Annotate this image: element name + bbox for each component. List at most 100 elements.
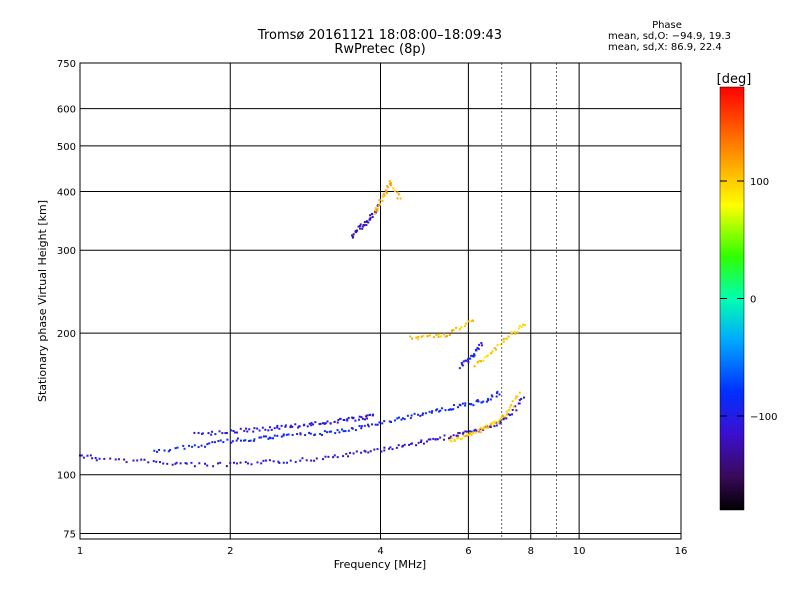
y-tick-label: 500: [57, 142, 76, 153]
echo-point: [383, 194, 386, 197]
x-tick-labels: 1 2 4 6 8 10 16: [77, 546, 688, 557]
echo-point: [252, 430, 255, 433]
echo-point: [395, 446, 398, 449]
echo-point: [376, 448, 379, 451]
echo-point: [415, 444, 418, 447]
echo-point: [308, 431, 311, 434]
echo-point: [235, 439, 238, 442]
echo-point: [352, 233, 355, 236]
y-tick-label: 75: [63, 529, 76, 540]
echo-point: [520, 397, 523, 400]
echo-point: [401, 417, 404, 420]
echo-point: [239, 427, 242, 430]
echo-point: [103, 457, 106, 460]
echo-point: [419, 441, 422, 444]
echo-point: [89, 454, 92, 457]
echo-point: [460, 362, 463, 365]
echo-point: [518, 399, 521, 402]
echo-point: [498, 393, 501, 396]
echo-point: [175, 461, 178, 464]
echo-point: [284, 425, 287, 428]
echo-point: [206, 464, 209, 467]
echo-point: [213, 441, 216, 444]
echo-point: [511, 408, 514, 411]
echo-point: [461, 432, 464, 435]
echo-point: [475, 400, 478, 403]
echo-point: [217, 440, 220, 443]
echo-point: [397, 416, 400, 419]
echo-point: [352, 235, 355, 238]
echo-point: [232, 429, 235, 432]
echo-point: [248, 428, 251, 431]
echo-point: [322, 458, 325, 461]
echo-point: [310, 421, 313, 424]
echo-point: [330, 430, 333, 433]
echo-point: [282, 433, 285, 436]
x-tick-label: 1: [77, 546, 83, 557]
echo-point: [432, 437, 435, 440]
echo-point: [496, 344, 499, 347]
echo-point: [308, 422, 311, 425]
echo-point: [428, 334, 431, 337]
echo-point: [337, 419, 340, 422]
echo-point: [474, 428, 477, 431]
echo-point: [214, 433, 217, 436]
echo-point: [378, 421, 381, 424]
echo-point: [493, 347, 496, 350]
echo-point: [417, 413, 420, 416]
echo-point: [247, 462, 250, 465]
echo-point: [383, 446, 386, 449]
echo-point: [365, 220, 368, 223]
echo-point: [367, 425, 370, 428]
echo-point: [229, 461, 232, 464]
echo-point: [461, 402, 464, 405]
y-tick-label: 600: [57, 105, 76, 116]
echo-point: [249, 439, 252, 442]
echo-point: [511, 413, 514, 416]
echo-point: [140, 458, 143, 461]
echo-point: [470, 354, 473, 357]
echo-point: [424, 412, 427, 415]
echo-point: [390, 181, 393, 184]
echo-point: [319, 432, 322, 435]
echo-point: [417, 335, 420, 338]
echo-point: [290, 424, 293, 427]
echo-point: [360, 427, 363, 430]
echo-point: [222, 441, 225, 444]
echo-point: [482, 359, 485, 362]
echo-point: [447, 408, 450, 411]
echo-point: [333, 454, 336, 457]
echo-point: [450, 329, 453, 332]
echo-point: [282, 461, 285, 464]
echo-point: [267, 429, 270, 432]
echo-point: [459, 327, 462, 330]
echo-point: [468, 432, 471, 435]
echo-point: [376, 207, 379, 210]
echo-point: [476, 399, 479, 402]
echo-point: [158, 461, 161, 464]
echo-point: [258, 436, 261, 439]
echo-point: [428, 410, 431, 413]
echo-point: [455, 434, 458, 437]
echo-point: [409, 335, 412, 338]
echo-point: [383, 449, 386, 452]
echo-point: [389, 180, 392, 183]
echo-point: [369, 450, 372, 453]
echo-point: [510, 404, 513, 407]
echo-point: [361, 227, 364, 230]
echo-point: [456, 434, 459, 437]
echo-point: [406, 414, 409, 417]
echo-point: [147, 461, 150, 464]
echo-point: [324, 455, 327, 458]
echo-point: [289, 426, 292, 429]
echo-point: [117, 458, 120, 461]
echo-point: [256, 461, 259, 464]
echo-point: [191, 445, 194, 448]
echo-point: [472, 404, 475, 407]
echo-point: [236, 437, 239, 440]
echo-point: [441, 407, 444, 410]
echo-point: [365, 415, 368, 418]
echo-point: [277, 460, 280, 463]
echo-point: [351, 427, 354, 430]
echo-point: [221, 432, 224, 435]
